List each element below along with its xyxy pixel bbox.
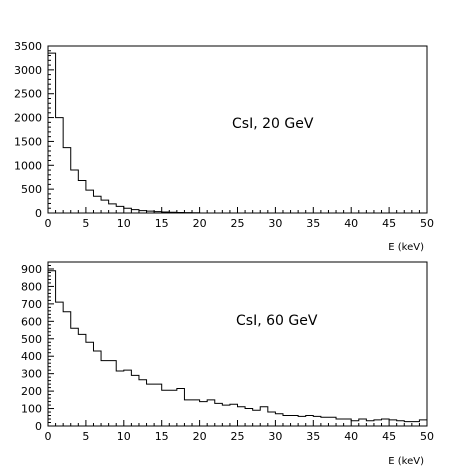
x-axis-ticks-top: 0 5 10 15 20 25 30 35 40 45 50 xyxy=(45,207,434,230)
histogram-outline-bottom xyxy=(47,270,428,426)
y-tick-label-bottom: 300 xyxy=(21,368,42,381)
x-tick-label-bottom: 10 xyxy=(117,430,131,443)
x-axis-label-top: E (keV) xyxy=(388,242,424,253)
histogram-panel-bottom: 0 5 10 15 20 25 30 35 40 45 50 0 100 200 300 400 500 600… xyxy=(21,261,434,467)
x-tick-label-top: 40 xyxy=(344,217,358,230)
x-tick-label-top: 35 xyxy=(306,217,320,230)
x-tick-label-bottom: 5 xyxy=(82,430,89,443)
x-axis-ticks-bottom: 0 5 10 15 20 25 30 35 40 45 50 xyxy=(45,420,434,443)
y-tick-label-bottom: 700 xyxy=(21,298,42,311)
x-tick-label-bottom: 35 xyxy=(306,430,320,443)
annotation-top: CsI, 20 GeV xyxy=(232,116,314,132)
y-tick-label-top: 2500 xyxy=(14,88,42,101)
y-axis-ticks-bottom: 0 100 200 300 400 500 600 700 800 900 xyxy=(21,261,54,433)
y-tick-label-bottom: 800 xyxy=(21,280,42,293)
y-tick-label-top: 0 xyxy=(35,207,42,220)
x-tick-label-bottom: 0 xyxy=(45,430,52,443)
y-tick-label-bottom: 100 xyxy=(21,403,42,416)
x-tick-label-top: 5 xyxy=(82,217,89,230)
x-tick-label-bottom: 20 xyxy=(193,430,207,443)
x-tick-label-bottom: 25 xyxy=(231,430,245,443)
x-tick-label-top: 15 xyxy=(155,217,169,230)
y-tick-label-bottom: 900 xyxy=(21,263,42,276)
x-tick-label-bottom: 30 xyxy=(268,430,282,443)
x-tick-label-top: 10 xyxy=(117,217,131,230)
y-tick-label-bottom: 0 xyxy=(35,420,42,433)
x-tick-label-top: 45 xyxy=(382,217,396,230)
x-tick-label-top: 20 xyxy=(193,217,207,230)
x-tick-label-top: 25 xyxy=(231,217,245,230)
y-tick-label-top: 1000 xyxy=(14,159,42,172)
histogram-panel-top: 0 5 10 15 20 25 30 35 40 45 50 0 500 1000 1500 2000 250… xyxy=(14,40,434,253)
x-tick-label-bottom: 15 xyxy=(155,430,169,443)
x-tick-label-top: 30 xyxy=(268,217,282,230)
y-tick-label-bottom: 400 xyxy=(21,350,42,363)
y-tick-label-top: 3000 xyxy=(14,64,42,77)
x-axis-label-bottom: E (keV) xyxy=(388,456,424,467)
y-tick-label-top: 500 xyxy=(21,183,42,196)
annotation-bottom: CsI, 60 GeV xyxy=(236,313,318,329)
y-tick-label-top: 2000 xyxy=(14,112,42,125)
y-tick-label-top: 3500 xyxy=(14,40,42,53)
x-tick-label-top: 50 xyxy=(420,217,434,230)
x-tick-label-bottom: 45 xyxy=(382,430,396,443)
y-axis-ticks-top: 0 500 1000 1500 2000 2500 3000 3500 xyxy=(14,40,54,220)
y-tick-label-bottom: 600 xyxy=(21,315,42,328)
y-tick-label-top: 1500 xyxy=(14,135,42,148)
y-tick-label-bottom: 200 xyxy=(21,385,42,398)
x-tick-label-top: 0 xyxy=(45,217,52,230)
y-tick-label-bottom: 500 xyxy=(21,333,42,346)
x-tick-label-bottom: 40 xyxy=(344,430,358,443)
x-tick-label-bottom: 50 xyxy=(420,430,434,443)
